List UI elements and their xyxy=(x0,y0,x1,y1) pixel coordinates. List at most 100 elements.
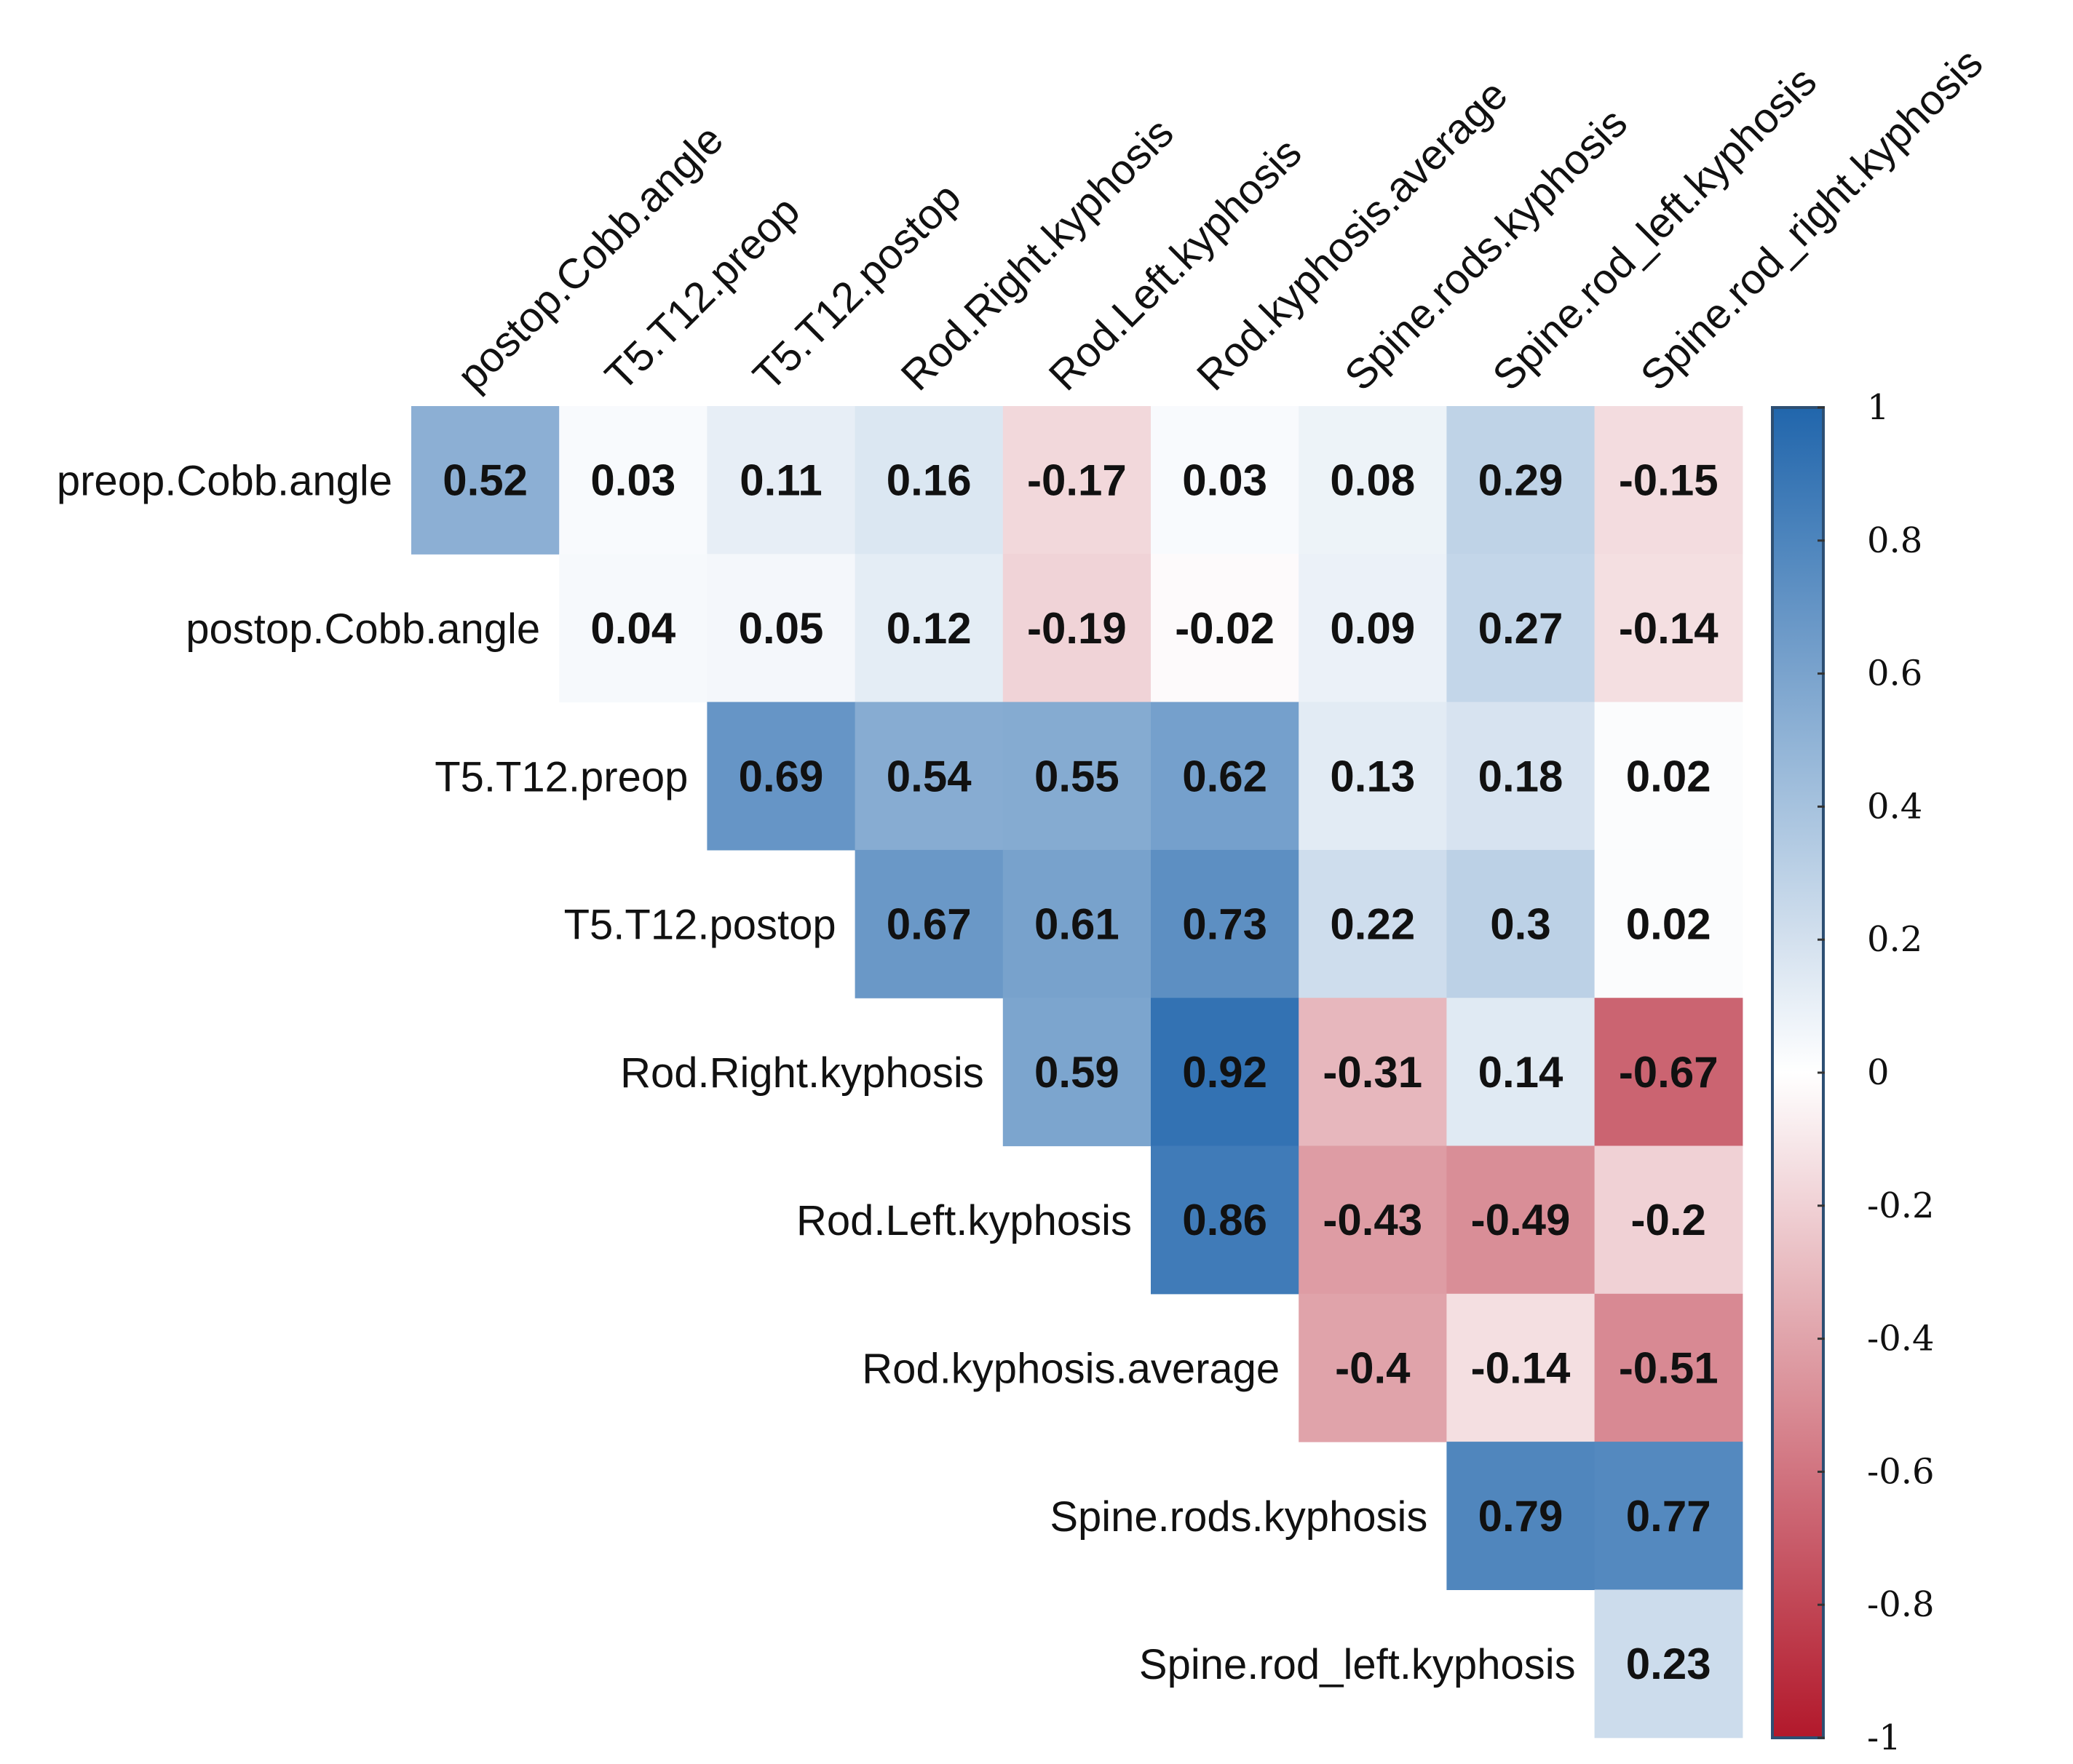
row-label: Spine.rod_left.kyphosis xyxy=(1139,1641,1576,1688)
colorbar-tick-label: -0.6 xyxy=(1867,1451,1935,1492)
row-label: T5.T12.preop xyxy=(435,753,688,800)
heatmap-cell xyxy=(1002,998,1152,1147)
cell-value-label: 0.09 xyxy=(1330,604,1415,653)
colorbar-tick-label: 0.2 xyxy=(1867,919,1922,960)
cell-value-label: 0.16 xyxy=(887,456,972,505)
heatmap-cell xyxy=(1299,1293,1447,1442)
colorbar-tick-label: 0.4 xyxy=(1867,786,1922,827)
colorbar-tick-label: -0.4 xyxy=(1867,1319,1935,1359)
cell-value-label: 0.18 xyxy=(1478,752,1563,800)
row-label: Spine.rods.kyphosis xyxy=(1050,1493,1427,1541)
heatmap-cell xyxy=(1002,849,1152,998)
cell-value-label: -0.49 xyxy=(1471,1196,1571,1244)
heatmap-cell xyxy=(707,554,856,703)
heatmap-cell xyxy=(1151,702,1299,851)
cell-value-label: 0.61 xyxy=(1034,900,1119,949)
cell-value-label: 0.02 xyxy=(1626,900,1711,949)
heatmap-cell xyxy=(1446,1442,1596,1590)
colorbar: 1 0.8 0.6 0.4 0.2 0 -0.2 -0.4 -0.6 -0.8 -1 xyxy=(1771,387,1935,1758)
cell-value-label: 0.69 xyxy=(739,752,824,800)
cell-value-label: 0.67 xyxy=(887,900,972,949)
heatmap-cell xyxy=(1594,1293,1743,1442)
cell-value-label: -0.43 xyxy=(1323,1196,1422,1244)
heatmap-cell xyxy=(1594,406,1743,555)
heatmap-cell xyxy=(1299,1145,1447,1295)
row-label: Rod.Right.kyphosis xyxy=(620,1049,984,1097)
heatmap-cell xyxy=(1151,406,1299,555)
heatmap-cell xyxy=(855,849,1004,998)
cell-value-label: -0.02 xyxy=(1175,604,1275,653)
cell-value-label: 0.23 xyxy=(1626,1640,1711,1688)
cell-value-label: -0.14 xyxy=(1471,1343,1571,1392)
column-label: Spine.rods.kyphosis xyxy=(1336,99,1636,400)
heatmap-cell xyxy=(1594,1589,1743,1739)
heatmap-cell xyxy=(1151,1145,1299,1295)
cell-value-label: -0.67 xyxy=(1619,1048,1719,1097)
cell-value-label: -0.19 xyxy=(1027,604,1127,653)
cell-value-label: 0.86 xyxy=(1182,1196,1267,1244)
cell-value-label: -0.15 xyxy=(1619,456,1719,505)
heatmap-cell xyxy=(1594,998,1743,1147)
heatmap-cell xyxy=(1594,702,1743,851)
cell-value-label: 0.29 xyxy=(1478,456,1563,505)
heatmap-cell xyxy=(1446,998,1596,1147)
heatmap-cell xyxy=(707,702,856,851)
colorbar-tick-label: 0.6 xyxy=(1867,653,1922,694)
heatmap-cell xyxy=(1446,1293,1596,1442)
colorbar-tick-label: -0.8 xyxy=(1867,1584,1935,1625)
heatmap-cell xyxy=(1299,702,1447,851)
heatmap-cell xyxy=(1299,998,1447,1147)
cell-value-label: 0.13 xyxy=(1330,752,1415,800)
cell-value-label: -0.31 xyxy=(1323,1048,1422,1097)
colorbar-tick-label: -1 xyxy=(1867,1717,1901,1758)
cell-value-label: 0.73 xyxy=(1182,900,1267,949)
heatmap-cell xyxy=(1299,406,1447,555)
cell-value-label: 0.12 xyxy=(887,604,972,653)
colorbar-gradient xyxy=(1771,406,1825,1739)
heatmap-cell xyxy=(1594,554,1743,703)
heatmap-cell xyxy=(1002,554,1152,703)
cell-value-label: 0.02 xyxy=(1626,752,1711,800)
cell-value-label: 0.08 xyxy=(1330,456,1415,505)
colorbar-tick-label: -0.2 xyxy=(1867,1185,1935,1226)
column-label: Rod.Left.kyphosis xyxy=(1040,129,1311,400)
cell-value-label: 0.77 xyxy=(1626,1492,1711,1541)
heatmap-cell xyxy=(1594,1145,1743,1295)
cell-value-label: 0.27 xyxy=(1478,604,1563,653)
heatmap-cell xyxy=(1002,406,1152,555)
cell-value-label: 0.52 xyxy=(443,456,528,505)
row-label: T5.T12.postop xyxy=(564,902,836,949)
heatmap-cell xyxy=(1299,554,1447,703)
heatmap-cell xyxy=(1151,998,1299,1147)
cell-value-label: -0.2 xyxy=(1631,1196,1706,1244)
heatmap-cell xyxy=(1446,406,1596,555)
cell-value-label: 0.14 xyxy=(1478,1048,1563,1097)
heatmap-cell xyxy=(855,554,1004,703)
column-label: Rod.Right.kyphosis xyxy=(892,109,1182,400)
cell-value-label: -0.4 xyxy=(1335,1343,1411,1392)
cell-value-label: 0.79 xyxy=(1478,1492,1563,1541)
heatmap-cell xyxy=(1594,849,1743,998)
heatmap-cell xyxy=(1446,702,1596,851)
cell-value-label: -0.14 xyxy=(1619,604,1719,653)
heatmap-cells xyxy=(411,406,1743,1739)
heatmap-cell xyxy=(1002,702,1152,851)
heatmap-cell xyxy=(1299,849,1447,998)
heatmap-cell xyxy=(1446,1145,1596,1295)
heatmap-cell xyxy=(855,406,1004,555)
cell-value-label: 0.22 xyxy=(1330,900,1415,949)
cell-value-label: 0.92 xyxy=(1182,1048,1267,1097)
row-label: Rod.Left.kyphosis xyxy=(796,1197,1132,1244)
row-label: postop.Cobb.angle xyxy=(186,605,540,653)
colorbar-tick-label: 0 xyxy=(1867,1052,1890,1093)
colorbar-tick-label: 1 xyxy=(1867,387,1890,428)
heatmap-cell xyxy=(411,406,560,555)
cell-value-label: 0.04 xyxy=(590,604,675,653)
heatmap-cell xyxy=(1151,554,1299,703)
cell-value-label: -0.17 xyxy=(1027,456,1127,505)
cell-value-label: 0.62 xyxy=(1182,752,1267,800)
heatmap-cell xyxy=(1446,554,1596,703)
colorbar-tick-label: 0.8 xyxy=(1867,520,1922,561)
